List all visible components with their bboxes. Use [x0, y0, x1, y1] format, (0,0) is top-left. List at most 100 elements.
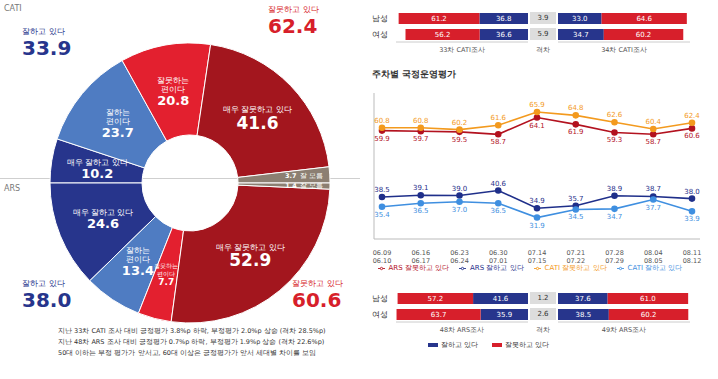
- svg-text:35.9: 35.9: [497, 311, 513, 319]
- svg-text:58.7: 58.7: [490, 138, 506, 146]
- svg-text:61.0: 61.0: [640, 295, 656, 303]
- svg-text:24.6: 24.6: [87, 216, 119, 231]
- svg-text:62.4: 62.4: [684, 112, 700, 120]
- svg-text:10.2: 10.2: [81, 166, 113, 181]
- svg-text:23.7: 23.7: [102, 125, 134, 140]
- svg-text:07.01: 07.01: [489, 257, 508, 265]
- svg-text:60.8: 60.8: [413, 117, 429, 125]
- html-text:38.0: 38.0: [22, 287, 72, 312]
- svg-text:41.6: 41.6: [493, 295, 509, 303]
- svg-text:07.29: 07.29: [605, 257, 624, 265]
- svg-text:63.7: 63.7: [431, 311, 447, 319]
- svg-text:08.12: 08.12: [683, 257, 702, 265]
- svg-text:07.21: 07.21: [566, 249, 585, 257]
- svg-text:36.5: 36.5: [490, 207, 506, 215]
- svg-text:편이다: 편이다: [125, 255, 150, 265]
- svg-text:40.6: 40.6: [490, 180, 506, 188]
- svg-text:07.15: 07.15: [528, 257, 547, 265]
- svg-text:38.7: 38.7: [645, 185, 661, 193]
- svg-text:07.14: 07.14: [528, 249, 547, 257]
- svg-text:06.17: 06.17: [411, 257, 430, 265]
- svg-text:잘못하는: 잘못하는: [157, 76, 189, 85]
- svg-text:38.5: 38.5: [374, 186, 390, 194]
- svg-text:잘하는: 잘하는: [126, 246, 150, 255]
- svg-text:35.7: 35.7: [568, 195, 584, 203]
- svg-text:65.9: 65.9: [529, 101, 545, 109]
- html-text:60.6: 60.6: [292, 287, 342, 312]
- svg-text:60.4: 60.4: [645, 118, 661, 126]
- svg-text:매우 잘못하고 있다: 매우 잘못하고 있다: [215, 242, 285, 252]
- svg-text:06.23: 06.23: [450, 249, 469, 257]
- svg-text:37.6: 37.6: [575, 295, 591, 303]
- svg-text:36.6: 36.6: [496, 31, 512, 39]
- svg-text:33.0: 33.0: [572, 15, 588, 23]
- svg-text:59.9: 59.9: [374, 135, 390, 143]
- svg-text:56.2: 56.2: [435, 31, 451, 39]
- svg-text:59.5: 59.5: [452, 136, 468, 144]
- svg-text:60.2: 60.2: [452, 119, 468, 127]
- svg-text:37.0: 37.0: [452, 206, 468, 214]
- svg-text:매우 잘못하고 있다: 매우 잘못하고 있다: [223, 105, 292, 115]
- svg-text:62.6: 62.6: [607, 111, 623, 119]
- svg-text:06.09: 06.09: [373, 249, 392, 257]
- svg-text:59.7: 59.7: [413, 135, 429, 143]
- svg-text:41.6: 41.6: [237, 113, 279, 133]
- svg-text:38.0: 38.0: [684, 188, 700, 196]
- svg-text:31.9: 31.9: [529, 222, 545, 230]
- svg-text:1.4잘 모름: 1.4잘 모름: [285, 182, 323, 190]
- svg-text:57.2: 57.2: [428, 295, 444, 303]
- html-text:33.9: 33.9: [22, 35, 72, 60]
- svg-text:60.8: 60.8: [374, 117, 390, 125]
- svg-text:06.24: 06.24: [450, 257, 469, 265]
- svg-text:잘하는: 잘하는: [106, 108, 130, 117]
- svg-text:08.05: 08.05: [644, 257, 663, 265]
- svg-text:06.10: 06.10: [373, 257, 392, 265]
- svg-text:07.22: 07.22: [566, 257, 585, 265]
- svg-text:06.30: 06.30: [489, 249, 508, 257]
- svg-text:61.6: 61.6: [490, 114, 506, 122]
- svg-text:64.8: 64.8: [568, 104, 584, 112]
- svg-text:36.5: 36.5: [413, 207, 429, 215]
- svg-text:38.5: 38.5: [576, 311, 592, 319]
- svg-text:59.3: 59.3: [607, 136, 623, 144]
- svg-text:06.16: 06.16: [411, 249, 430, 257]
- svg-text:남성: 남성: [372, 294, 388, 303]
- svg-text:잘못하는: 잘못하는: [154, 262, 178, 269]
- html-text:62.4: 62.4: [268, 13, 318, 38]
- svg-text:52.9: 52.9: [229, 250, 271, 270]
- svg-text:35.4: 35.4: [374, 211, 390, 219]
- svg-text:60.6: 60.6: [684, 132, 700, 140]
- svg-text:34.7: 34.7: [573, 31, 589, 39]
- svg-text:매우 잘하고 있다: 매우 잘하고 있다: [66, 157, 128, 167]
- svg-text:64.1: 64.1: [529, 122, 545, 130]
- svg-text:07.28: 07.28: [605, 249, 624, 257]
- svg-text:20.8: 20.8: [157, 93, 189, 108]
- svg-text:34.7: 34.7: [607, 213, 623, 221]
- svg-text:60.2: 60.2: [641, 311, 657, 319]
- svg-text:39.1: 39.1: [413, 184, 429, 192]
- svg-text:58.7: 58.7: [645, 138, 661, 146]
- svg-text:여성: 여성: [372, 30, 388, 39]
- svg-text:3.7잘 모름: 3.7잘 모름: [285, 172, 323, 180]
- svg-text:08.04: 08.04: [644, 249, 663, 257]
- svg-text:편이다: 편이다: [161, 84, 186, 94]
- svg-text:64.6: 64.6: [636, 15, 652, 23]
- svg-text:편이다: 편이다: [105, 117, 130, 127]
- svg-text:34.5: 34.5: [568, 213, 584, 221]
- svg-text:13.4: 13.4: [122, 263, 154, 278]
- svg-text:61.9: 61.9: [568, 128, 584, 136]
- svg-text:34.9: 34.9: [529, 197, 545, 205]
- svg-text:38.9: 38.9: [607, 185, 623, 193]
- svg-text:60.2: 60.2: [636, 31, 652, 39]
- svg-text:61.2: 61.2: [431, 15, 447, 23]
- svg-text:편이다: 편이다: [157, 270, 175, 277]
- svg-text:36.8: 36.8: [496, 15, 512, 23]
- svg-text:남성: 남성: [372, 14, 388, 23]
- svg-text:33.9: 33.9: [684, 215, 700, 223]
- svg-text:39.0: 39.0: [452, 185, 468, 193]
- svg-text:매우 잘하고 있다: 매우 잘하고 있다: [72, 208, 134, 218]
- svg-text:37.7: 37.7: [645, 204, 661, 212]
- svg-text:여성: 여성: [372, 310, 388, 319]
- svg-text:08.11: 08.11: [683, 249, 702, 257]
- svg-text:7.7: 7.7: [158, 277, 174, 287]
